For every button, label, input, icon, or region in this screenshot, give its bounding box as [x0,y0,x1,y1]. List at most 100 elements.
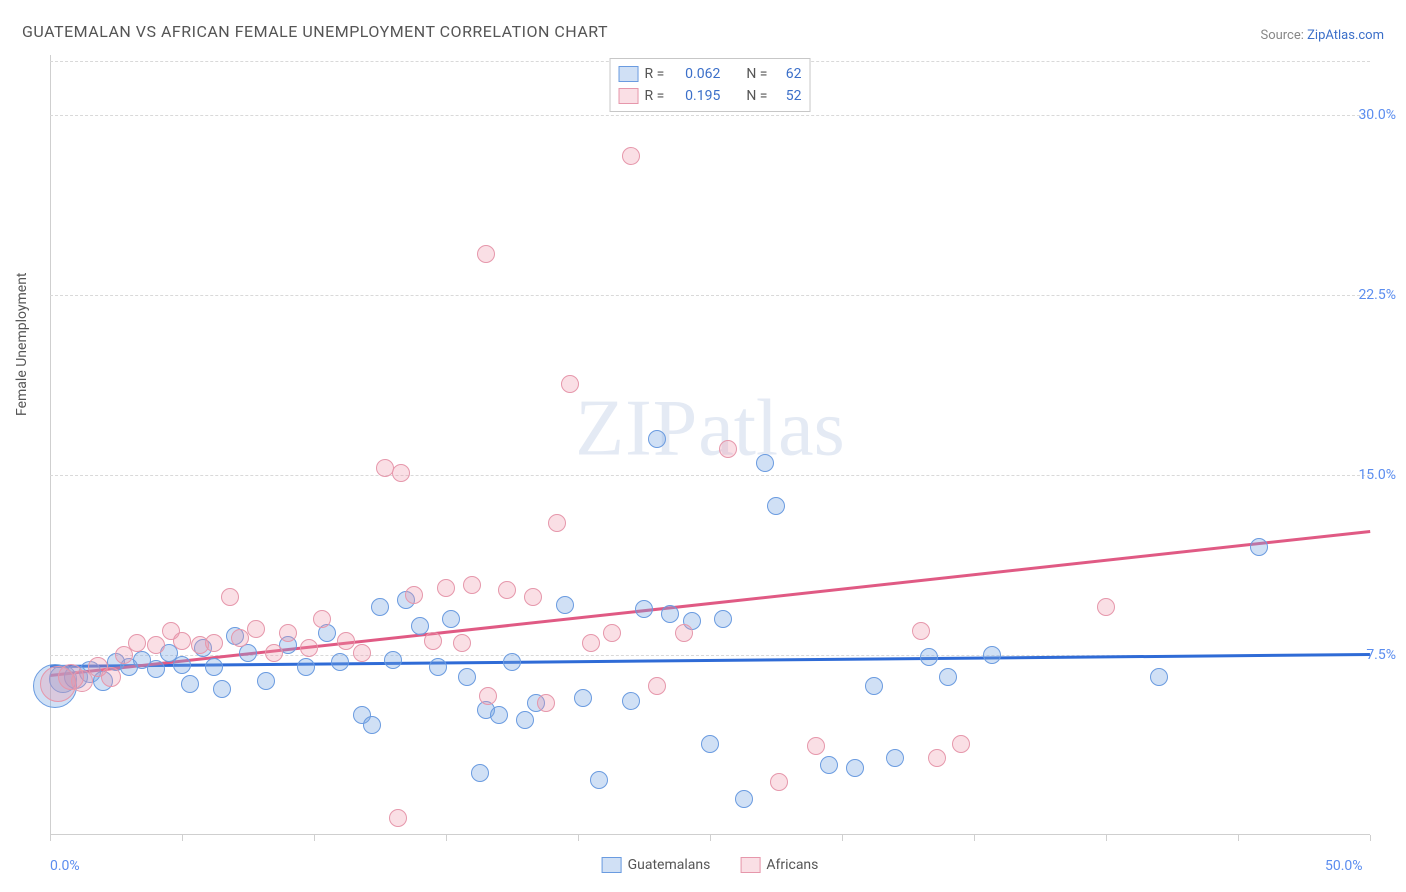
data-point [719,440,737,458]
data-point [622,147,640,165]
x-tick-label: 0.0% [50,858,80,874]
data-point [590,771,608,789]
source-attribution: Source: ZipAtlas.com [1260,28,1384,43]
legend-row: R = 0.062 N = 62 [619,63,802,85]
gridline [50,295,1370,296]
x-tick-mark [710,835,711,841]
data-point [128,634,146,652]
data-point [503,653,521,671]
x-tick-mark [1106,835,1107,841]
x-tick-mark [446,835,447,841]
data-point [205,658,223,676]
data-point [675,624,693,642]
data-point [279,624,297,642]
legend-n-label: N = [746,88,767,104]
legend-n-value: 62 [773,66,801,82]
data-point [912,622,930,640]
x-tick-mark [314,835,315,841]
data-point [582,634,600,652]
data-point [463,576,481,594]
data-point [498,581,516,599]
data-point [735,790,753,808]
data-point [389,809,407,827]
data-point [1097,598,1115,616]
legend-label: Africans [766,857,818,873]
data-point [429,658,447,676]
data-point [337,632,355,650]
data-point [424,632,442,650]
x-tick-mark [1238,835,1239,841]
data-point [297,658,315,676]
legend-swatch [740,857,760,873]
source-link[interactable]: ZipAtlas.com [1307,28,1384,43]
source-label: Source: [1260,28,1307,43]
data-point [661,605,679,623]
data-point [865,677,883,695]
y-axis [50,55,51,835]
legend-r-value: 0.062 [670,66,720,82]
legend-item: Africans [740,857,818,873]
data-point [147,660,165,678]
data-point [471,764,489,782]
gridline [50,475,1370,476]
legend-r-label: R = [645,88,665,104]
x-tick-mark [182,835,183,841]
data-point [1250,538,1268,556]
data-point [205,634,223,652]
data-point [537,694,555,712]
legend-series: Guatemalans Africans [602,857,819,873]
data-point [574,689,592,707]
legend-n-label: N = [746,66,767,82]
watermark-primary: ZIP [575,385,698,473]
data-point [767,497,785,515]
data-point [846,759,864,777]
watermark: ZIPatlas [575,384,845,475]
y-axis-label: Female Unemployment [14,272,30,416]
y-tick-label: 22.5% [1358,287,1396,303]
data-point [920,648,938,666]
data-point [173,632,191,650]
data-point [257,672,275,690]
chart-title: GUATEMALAN VS AFRICAN FEMALE UNEMPLOYMEN… [22,22,608,41]
data-point [384,651,402,669]
data-point [477,245,495,263]
data-point [603,624,621,642]
data-point [173,656,191,674]
data-point [371,598,389,616]
x-tick-mark [578,835,579,841]
data-point [479,687,497,705]
data-point [221,588,239,606]
data-point [622,692,640,710]
data-point [886,749,904,767]
data-point [820,756,838,774]
data-point [983,646,1001,664]
x-tick-mark [1370,835,1371,841]
data-point [231,629,249,647]
data-point [392,464,410,482]
x-tick-mark [50,835,51,841]
data-point [648,677,666,695]
legend-swatch [602,857,622,873]
data-point [331,653,349,671]
legend-item: Guatemalans [602,857,711,873]
plot-area: ZIPatlas R =0.062N =62R =0.195N =52Guate… [50,55,1370,835]
legend-correlation: R = 0.062 N = 62 R = 0.195 N = 52 [610,58,811,112]
legend-r-value: 0.195 [670,88,720,104]
data-point [147,636,165,654]
legend-n-value: 52 [773,88,801,104]
data-point [770,773,788,791]
data-point [442,610,460,628]
data-point [939,668,957,686]
data-point [247,620,265,638]
x-tick-mark [974,835,975,841]
legend-r-label: R = [645,66,665,82]
data-point [405,586,423,604]
data-point [561,375,579,393]
legend-swatch [619,88,639,104]
data-point [363,716,381,734]
y-tick-label: 15.0% [1358,467,1396,483]
data-point [213,680,231,698]
legend-row: R = 0.195 N = 52 [619,85,802,107]
data-point [556,596,574,614]
x-tick-label: 50.0% [1325,858,1363,874]
